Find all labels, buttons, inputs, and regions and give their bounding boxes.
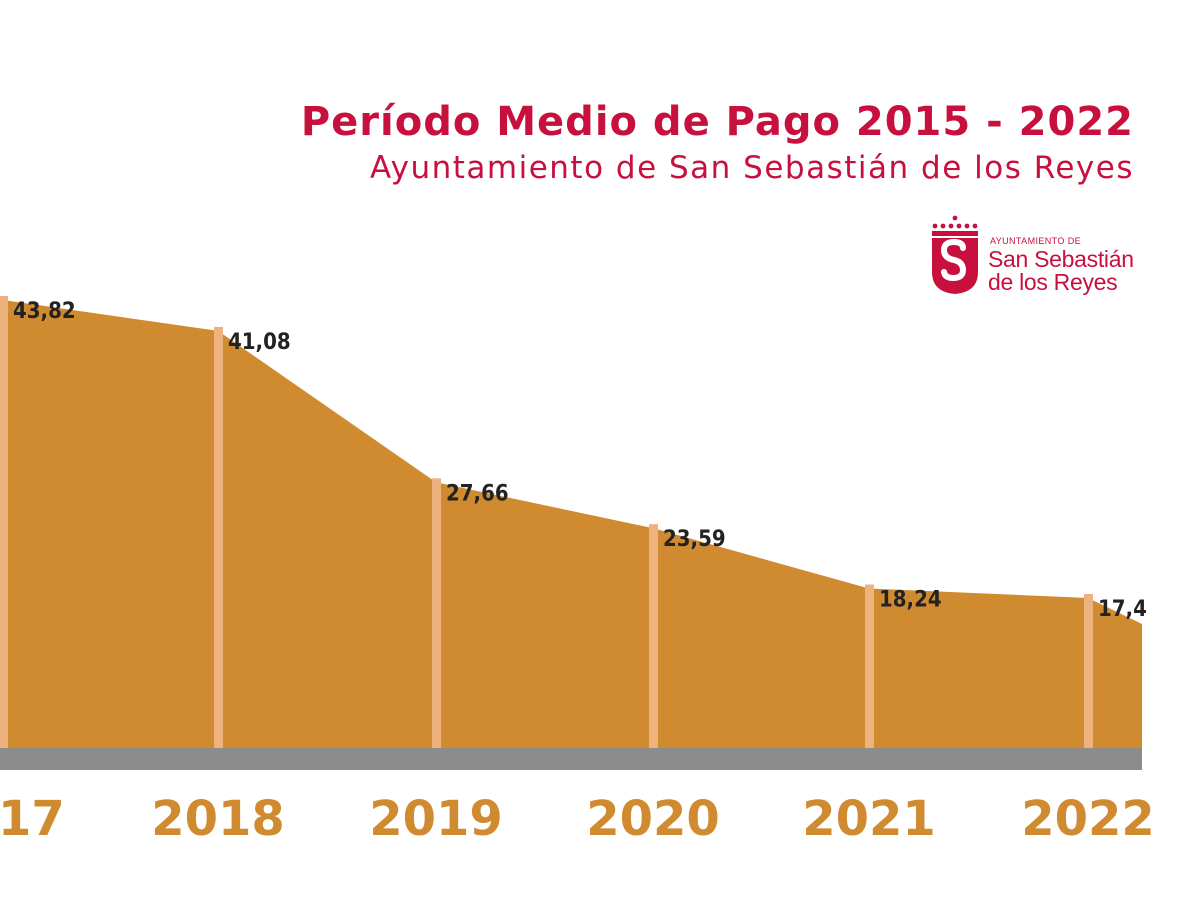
municipal-logo: AYUNTAMIENTO DE San Sebastián de los Rey…	[930, 214, 1150, 298]
category-gridline	[432, 478, 441, 748]
logo-line-2: de los Reyes	[988, 269, 1118, 295]
crown-shield-icon	[932, 215, 978, 294]
category-gridline	[865, 584, 874, 748]
category-gridline	[0, 296, 8, 748]
category-gridline	[1084, 594, 1093, 748]
category-gridline	[649, 524, 658, 748]
logo-line-1: San Sebastián	[988, 246, 1134, 272]
x-tick-label: 2022	[1021, 791, 1155, 847]
data-label: 23,59	[663, 527, 726, 552]
x-tick-label: 17	[0, 791, 65, 847]
data-label: 27,66	[446, 481, 509, 506]
chart-title: Período Medio de Pago 2015 - 2022	[300, 99, 1134, 145]
category-gridline	[214, 326, 223, 748]
title-block: Período Medio de Pago 2015 - 2022 Ayunta…	[301, 96, 1134, 188]
data-label: 43,82	[13, 299, 76, 324]
x-axis-baseline	[0, 748, 1142, 770]
logo-small-text: AYUNTAMIENTO DE	[990, 236, 1082, 246]
x-tick-label: 2019	[369, 791, 503, 847]
x-tick-label: 2021	[802, 791, 936, 847]
data-label: 17,4	[1098, 597, 1147, 622]
data-label: 41,08	[228, 330, 291, 355]
x-tick-label: 2020	[586, 791, 720, 847]
area-series	[0, 300, 1142, 748]
x-tick-label: 2018	[151, 791, 285, 847]
chart-subtitle: Ayuntamiento de San Sebastián de los Rey…	[370, 150, 1134, 186]
data-label: 18,24	[879, 588, 942, 613]
